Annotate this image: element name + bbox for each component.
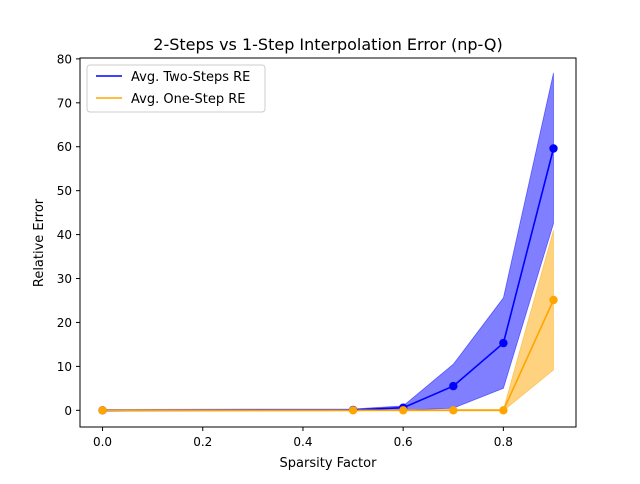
point-avg-two-steps-re-3 bbox=[449, 381, 458, 391]
y-tick-label: 80 bbox=[57, 52, 72, 66]
series-line-avg-one-step-re bbox=[102, 299, 555, 412]
y-tick-label: 20 bbox=[57, 316, 72, 330]
y-axis-label: Relative Error bbox=[32, 198, 47, 287]
x-axis-label: Sparsity Factor bbox=[280, 456, 378, 471]
y-tick-label: 0 bbox=[64, 404, 72, 418]
point-avg-one-step-re-1 bbox=[348, 406, 358, 415]
legend-label-two-steps: Avg. Two-Steps RE bbox=[131, 70, 250, 85]
y-tick-label: 30 bbox=[57, 272, 72, 286]
chart-title: 2-Steps vs 1-Step Interpolation Error (n… bbox=[153, 35, 502, 54]
x-tick-label: 0.6 bbox=[394, 435, 413, 449]
x-tick-label: 0.2 bbox=[193, 435, 212, 449]
point-avg-one-step-re-2 bbox=[399, 406, 408, 415]
y-tick-label: 60 bbox=[57, 140, 72, 154]
point-avg-one-step-re-0 bbox=[98, 406, 107, 415]
x-tick-label: 0.8 bbox=[494, 435, 513, 449]
point-avg-one-step-re-4 bbox=[499, 406, 508, 415]
x-tick-label: 0.0 bbox=[93, 435, 112, 449]
y-tick-label: 50 bbox=[57, 184, 72, 198]
point-avg-one-step-re-3 bbox=[449, 406, 458, 415]
x-tick-label: 0.4 bbox=[293, 435, 312, 449]
legend-label-one-step: Avg. One-Step RE bbox=[131, 92, 245, 107]
legend: Avg. Two-Steps RE Avg. One-Step RE bbox=[86, 64, 266, 113]
y-tick-label: 40 bbox=[57, 228, 72, 242]
y-tick-label: 70 bbox=[57, 96, 72, 110]
plot-frame bbox=[79, 57, 577, 428]
point-avg-two-steps-re-5 bbox=[549, 144, 558, 153]
legend-box bbox=[86, 64, 266, 113]
y-tick-label: 10 bbox=[57, 360, 72, 374]
point-avg-two-steps-re-4 bbox=[499, 338, 508, 348]
point-avg-one-step-re-5 bbox=[549, 295, 558, 305]
